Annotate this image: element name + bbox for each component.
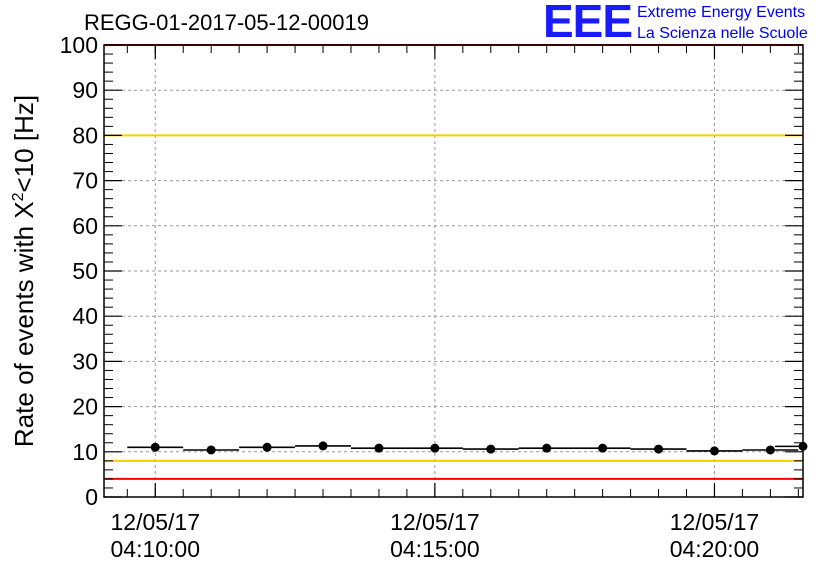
y-tick-label: 10 (72, 439, 98, 465)
chart-title: REGG-01-2017-05-12-00019 (84, 10, 369, 35)
y-tick-label: 30 (72, 348, 98, 374)
data-point (654, 444, 664, 454)
y-tick-label: 60 (72, 213, 98, 239)
grid-lines (104, 45, 803, 497)
y-tick-label: 50 (72, 258, 98, 284)
data-point (318, 441, 328, 451)
data-point (598, 443, 608, 453)
eee-logo: EEE (543, 0, 633, 47)
data-point (486, 444, 496, 454)
y-tick-label: 90 (72, 77, 98, 103)
data-point (765, 445, 775, 455)
y-tick-label: 0 (85, 484, 98, 510)
x-tick-labels: 12/05/1704:10:0012/05/1704:15:0012/05/17… (110, 509, 759, 562)
data-point (150, 442, 160, 452)
y-tick-label: 80 (72, 122, 98, 148)
y-tick-label: 20 (72, 394, 98, 420)
reference-lines (104, 44, 803, 480)
y-tick-label: 100 (60, 32, 98, 58)
data-point (542, 443, 552, 453)
data-point (430, 443, 440, 453)
y-tick-labels: 0 10 20 30 40 50 60 70 80 90 100 (60, 32, 98, 510)
y-tick-label: 70 (72, 168, 98, 194)
x-tick-label-date: 12/05/17 (670, 509, 760, 535)
plot-frame (103, 44, 804, 498)
x-tick-label-time: 04:15:00 (390, 536, 480, 562)
x-tick-label-date: 12/05/17 (390, 509, 480, 535)
logo-subtitle-1: Extreme Energy Events (637, 4, 806, 21)
x-tick-label-time: 04:10:00 (110, 536, 200, 562)
data-point (709, 446, 719, 456)
data-point (206, 445, 216, 455)
data-series (127, 441, 808, 456)
data-point (374, 443, 384, 453)
logo-subtitle-2: La Scienza nelle Scuole (637, 25, 808, 42)
y-axis-label: Rate of events with X2<10 [Hz] (9, 95, 39, 447)
x-tick-label-date: 12/05/17 (110, 509, 200, 535)
y-tick-label: 40 (72, 303, 98, 329)
data-point (262, 442, 272, 452)
x-tick-label-time: 04:20:00 (670, 536, 760, 562)
